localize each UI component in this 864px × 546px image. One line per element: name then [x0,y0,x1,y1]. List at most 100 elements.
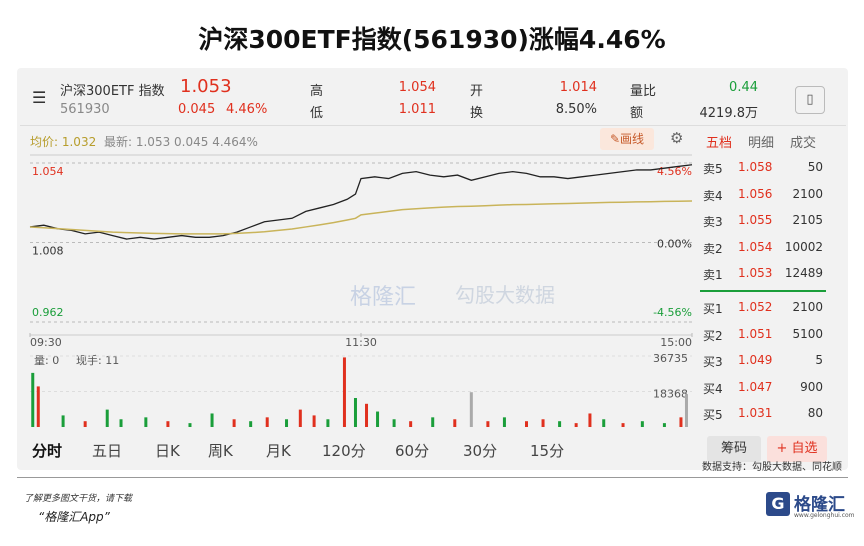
book-label: 买3 [703,355,723,369]
book-tab[interactable]: 成交 [790,136,817,151]
volume-bar [453,419,457,427]
footer-line [17,477,848,478]
volume-bar [574,423,578,427]
change-pct: 4.46% [226,102,268,117]
stat-value: 1.054 [398,80,436,95]
period-tab[interactable]: 30分 [463,442,498,460]
volume-bar [312,415,316,427]
volume-bar [61,415,65,427]
book-price: 1.056 [738,187,773,201]
watermark: 格隆汇 [350,285,417,310]
x-tick-label: 15:00 [660,336,692,349]
volume-bar [525,421,528,427]
title: 沪深300ETF指数(561930)涨幅4.46% [198,25,666,54]
volume-bar [684,394,688,427]
volume-bar [431,417,435,427]
book-price: 1.053 [738,266,773,280]
chips-button[interactable]: 筹码 [707,436,761,462]
period-tab[interactable]: 日K [155,442,180,460]
volume-bar [31,372,35,427]
change: 0.045 [178,102,216,117]
menu-icon[interactable]: ☰ [32,88,47,107]
period-tab[interactable]: 五日 [92,442,123,460]
stock-name: 沪深300ETF 指数 [60,84,165,99]
volume-bar [558,421,562,427]
price-line [29,200,693,235]
book-price: 1.049 [738,353,773,367]
code: 561930 [60,102,110,117]
stat-value: 0.44 [729,80,758,95]
stat-value: 1.014 [559,80,597,95]
volume-bar [588,413,592,427]
watchlist-button[interactable]: + 自选 [767,436,827,462]
volume-bar [298,409,302,427]
period-tab[interactable]: 分时 [32,442,63,460]
volume-bar [105,409,109,427]
book-price: 1.047 [738,380,773,394]
volume-bar [342,357,346,427]
volume-bar [621,423,625,427]
book-volume: 2100 [792,187,823,201]
stat-label: 开 [470,84,484,99]
y-tick-label: 1.054 [32,165,64,178]
logo-site: www.gelonghui.com [794,512,855,519]
period-tab[interactable]: 月K [266,442,291,460]
book-volume: 50 [807,160,823,174]
book-price: 1.051 [738,327,773,341]
volume-bar [353,398,357,427]
volume-bar [326,419,330,427]
book-price: 1.052 [738,300,773,314]
book-label: 买4 [703,382,723,396]
book-volume: 80 [807,406,823,420]
logo-text: 格隆汇 [794,495,845,515]
device-button[interactable]: ▯ [795,86,825,114]
stat-label: 换 [470,106,484,121]
book-price: 1.055 [738,213,773,227]
period-tab[interactable]: 120分 [322,442,366,460]
book-volume: 5100 [792,327,823,341]
pencil-icon: ✎ [609,132,621,146]
volume-bar [83,421,87,427]
promo: 了解更多图文干货，请下载 [24,494,133,504]
book-tab[interactable]: 明细 [748,136,775,151]
source: 数据支持：勾股大数据、同花顺 [702,462,842,473]
y-tick-label: 1.008 [32,245,64,258]
latest: 最新: 1.053 0.045 4.464% [104,135,258,149]
book-label: 买2 [703,329,723,343]
volume-bar [392,419,396,427]
volume-bar [119,419,123,427]
draw-button[interactable]: ✎画线 [600,128,654,150]
volume-bar [232,419,236,427]
book-divider [700,290,826,292]
price-line [29,164,693,240]
app-name: “格隆汇App” [38,510,110,524]
book-volume: 12489 [784,266,823,280]
stat-value: 8.50% [555,102,597,117]
book-label: 买5 [703,408,723,422]
volume-bar [210,413,214,427]
y-tick-label: 18368 [653,387,688,400]
book-tab[interactable]: 五档 [706,136,733,151]
period-tab[interactable]: 15分 [530,442,565,460]
book-volume: 5 [815,353,823,367]
volume-bar [469,392,473,427]
volume-bar [166,421,170,427]
volume-bar [640,421,644,427]
volume-bar [662,423,666,427]
x-tick-label: 09:30 [30,336,62,349]
book-price: 1.054 [738,240,773,254]
y2-tick-label: -4.56% [653,306,692,319]
volume-bar [265,417,269,427]
volume-bar [144,417,148,427]
volume-bar [409,421,413,427]
app-panel [17,68,848,470]
period-tab[interactable]: 周K [208,442,233,460]
settings-icon[interactable]: ⚙ [670,129,684,147]
book-price: 1.058 [738,160,773,174]
book-label: 卖3 [703,215,723,229]
period-tab[interactable]: 60分 [395,442,430,460]
volume-annotation: 现手: 11 [76,353,119,367]
price: 1.053 [180,76,232,97]
